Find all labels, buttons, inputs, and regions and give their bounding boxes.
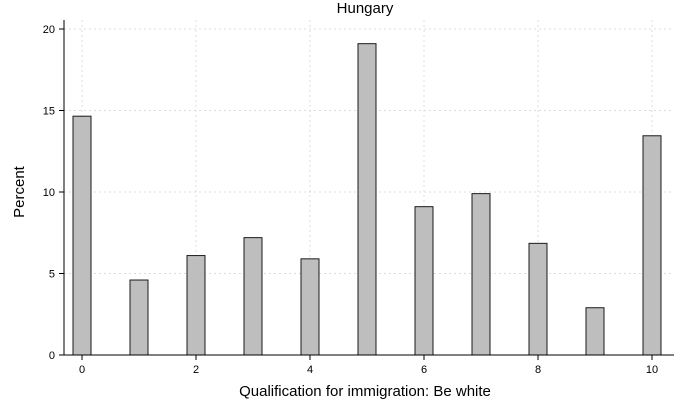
bar-1 (129, 279, 149, 356)
x-tick-label: 0 (79, 364, 85, 376)
bar-3 (243, 237, 263, 356)
bar-0 (72, 115, 92, 356)
bars (72, 43, 662, 356)
axes (63, 20, 674, 356)
tick-labels: 0 5 10 15 20 0 2 4 6 8 10 (43, 24, 658, 376)
bar-10 (642, 135, 662, 356)
y-tick-label: 0 (49, 350, 55, 362)
bar-8 (528, 242, 548, 356)
bar-2 (186, 255, 206, 356)
x-axis-title: Qualification for immigration: Be white (239, 383, 491, 400)
chart-title: Hungary (337, 0, 394, 17)
x-tick-label: 4 (307, 364, 313, 376)
bar-4 (300, 258, 320, 356)
bar-7 (471, 193, 491, 356)
y-tick-label: 10 (43, 187, 55, 199)
x-tick-label: 2 (193, 364, 199, 376)
y-axis-title: Percent (11, 165, 28, 218)
bar-6 (414, 206, 434, 356)
y-tick-label: 20 (43, 24, 55, 36)
x-tick-label: 8 (535, 364, 541, 376)
y-tick-label: 5 (49, 269, 55, 281)
y-tick-label: 15 (43, 106, 55, 118)
x-tick-label: 10 (646, 364, 658, 376)
bar-9 (585, 307, 605, 356)
bar-5 (357, 43, 377, 356)
x-tick-label: 6 (421, 364, 427, 376)
